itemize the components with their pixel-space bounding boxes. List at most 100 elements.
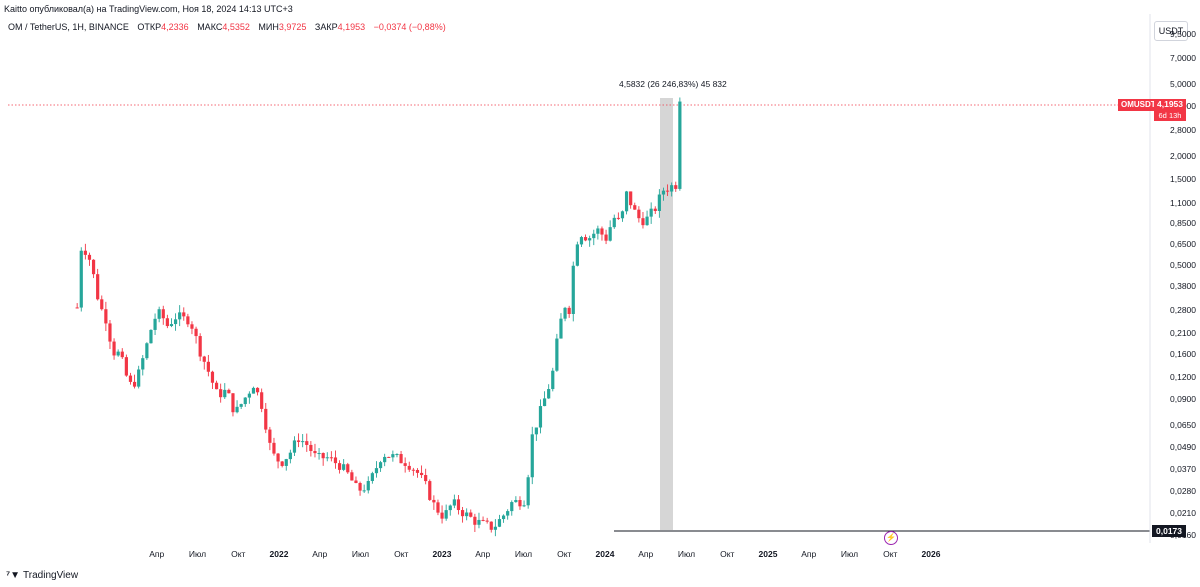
price-tick-label: 2,8000: [1170, 124, 1196, 135]
candle-up: [506, 511, 510, 516]
candle-up: [452, 499, 456, 506]
time-tick-label: Апр: [149, 549, 165, 559]
candle-down: [411, 469, 415, 471]
candle-down: [165, 318, 169, 327]
open-value: 4,2336: [161, 22, 189, 32]
candle-down: [276, 453, 280, 462]
currency-button[interactable]: USDT: [1154, 21, 1188, 41]
candle-up: [493, 526, 497, 530]
candle-up: [501, 515, 506, 520]
candle-up: [145, 343, 149, 359]
candle-down: [432, 499, 436, 503]
candle-down: [346, 464, 350, 473]
candle-down: [96, 274, 100, 300]
candle-down: [485, 520, 489, 522]
candle-down: [653, 208, 657, 211]
candle-up: [137, 369, 141, 387]
time-tick-label: 2023: [432, 549, 452, 559]
candle-down: [255, 387, 260, 393]
candle-up: [657, 194, 661, 211]
candle-up: [534, 427, 538, 435]
time-tick-label: Апр: [475, 549, 491, 559]
time-tick-label: 2025: [758, 549, 778, 559]
candle-up: [510, 502, 514, 512]
symbol-name: OM / TetherUS, 1H, BINANCE: [8, 22, 129, 32]
candle-down: [132, 381, 137, 387]
tradingview-logo: ⁷▼ TradingView: [6, 570, 78, 581]
candle-up: [370, 473, 374, 482]
candle-up: [448, 505, 452, 511]
candle-down: [440, 512, 444, 519]
close-value: 4,1953: [337, 22, 366, 32]
candle-up: [239, 404, 243, 407]
candle-down: [83, 250, 87, 255]
candle-down: [460, 510, 465, 517]
candle-up: [514, 500, 518, 503]
candle-down: [354, 480, 358, 484]
candle-down: [104, 309, 108, 324]
candle-up: [588, 238, 592, 241]
time-tick-label: 2026: [921, 549, 941, 559]
candle-down: [518, 500, 522, 507]
candle-down: [387, 456, 391, 458]
candle-down: [337, 463, 342, 470]
lightning-icon[interactable]: ⚡: [884, 531, 898, 545]
candle-up: [649, 208, 653, 217]
candle-up: [592, 233, 596, 239]
candle-up: [149, 329, 153, 344]
candle-down: [309, 444, 313, 452]
price-tick-label: 1,1000: [1170, 197, 1196, 208]
price-tick-label: 0,0280: [1170, 485, 1196, 496]
candle-down: [358, 483, 362, 491]
candle-down: [321, 453, 325, 459]
candle-down: [616, 217, 620, 219]
time-tick-label: Окт: [394, 549, 409, 559]
candle-down: [231, 393, 235, 413]
candle-down: [280, 461, 284, 466]
candle-down: [424, 475, 428, 482]
candle-down: [674, 185, 678, 189]
candle-down: [637, 209, 641, 219]
price-tick-label: 0,1600: [1170, 349, 1196, 360]
candle-up: [555, 338, 559, 371]
candle-down: [161, 309, 165, 319]
candle-down: [210, 371, 215, 383]
price-tick-label: 0,6500: [1170, 239, 1196, 250]
candle-up: [247, 393, 251, 398]
last-price-value: 4,1953: [1157, 99, 1183, 109]
time-tick-label: Окт: [720, 549, 735, 559]
candle-down: [112, 341, 116, 356]
candle-up: [538, 406, 543, 428]
symbol-legend: OM / TetherUS, 1H, BINANCE ОТКР4,2336 МА…: [8, 22, 452, 32]
candle-up: [497, 519, 502, 527]
time-tick-label: Июл: [840, 549, 859, 559]
candle-up: [157, 309, 161, 319]
price-tick-label: 0,2100: [1170, 327, 1196, 338]
candle-up: [317, 453, 321, 455]
candle-up: [153, 318, 157, 330]
candle-down: [567, 307, 571, 314]
candle-down: [198, 336, 202, 357]
candle-up: [612, 217, 616, 228]
candle-down: [268, 429, 272, 443]
candle-down: [87, 254, 92, 260]
price-tick-label: 0,0650: [1170, 419, 1196, 430]
candle-up: [559, 318, 563, 339]
candle-down: [194, 328, 198, 337]
candle-down: [415, 469, 420, 473]
candle-down: [473, 516, 477, 525]
candle-down: [428, 481, 432, 500]
candle-down: [481, 519, 485, 521]
measure-highlight: [660, 98, 673, 530]
price-tick-label: 1,5000: [1170, 173, 1196, 184]
candle-down: [641, 218, 645, 226]
candle-up: [362, 490, 366, 492]
candle-down: [583, 237, 588, 241]
high-label: МАКС: [197, 22, 223, 32]
candle-up: [173, 319, 178, 325]
candle-down: [91, 259, 96, 275]
candle-up: [608, 227, 612, 241]
candle-up: [620, 211, 625, 219]
time-tick-label: Окт: [231, 549, 246, 559]
